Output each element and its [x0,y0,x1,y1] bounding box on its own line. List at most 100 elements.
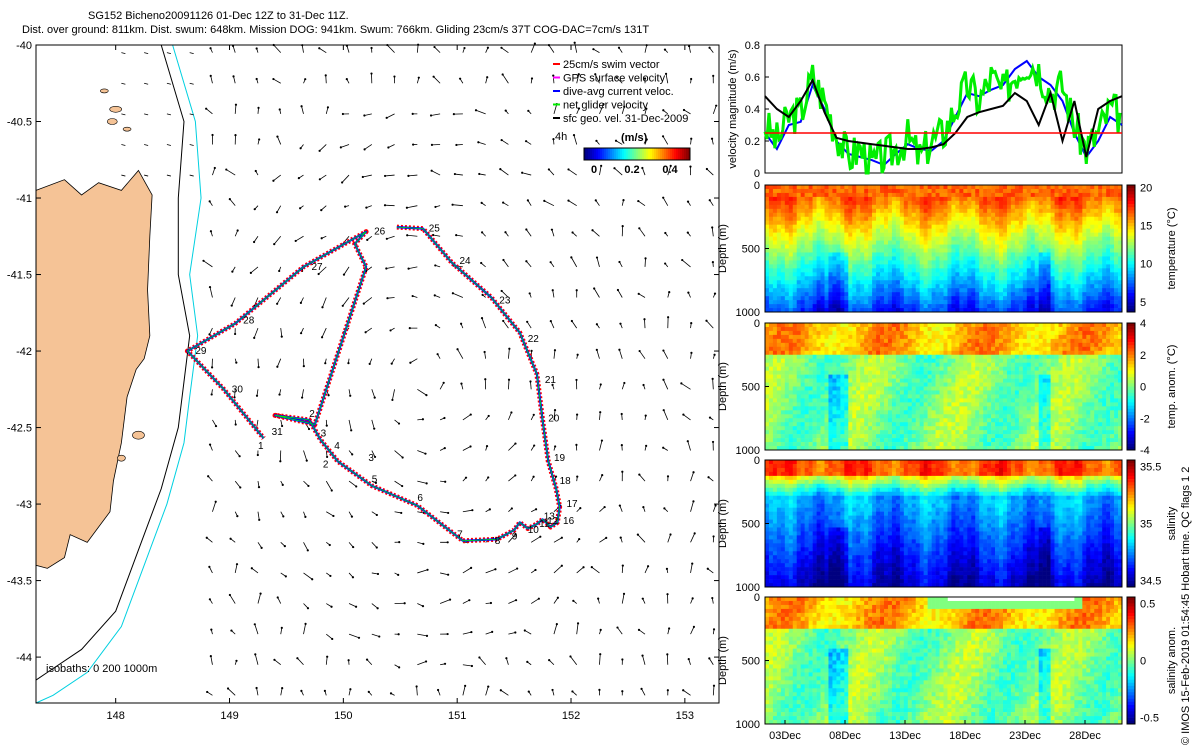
heatmap-cell [1078,252,1082,256]
heatmap-cell [793,221,797,225]
heatmap-cell [971,193,975,197]
heatmap-cell [1055,280,1059,284]
heatmap-cell [1027,292,1031,296]
heatmap-cell [928,193,932,197]
heatmap-cell [868,225,872,229]
heatmap-cell [840,387,844,391]
heatmap-cell [932,288,936,292]
heatmap-cell [1035,205,1039,209]
heatmap-cell [1003,272,1007,276]
heatmap-cell [880,245,884,249]
heatmap-cell [860,288,864,292]
heatmap-cell [840,426,844,430]
day-label: 16 [563,516,575,527]
heatmap-cell [844,367,848,371]
heatmap-cell [781,241,785,245]
heatmap-cell [951,245,955,249]
heatmap-cell [1027,288,1031,292]
heatmap-cell [769,323,773,327]
heatmap-cell [916,288,920,292]
heatmap-cell [773,351,777,355]
heatmap-cell [813,438,817,442]
heatmap-cell [828,394,832,398]
heatmap-cell [1098,292,1102,296]
heatmap-cell [959,217,963,221]
heatmap-cell [805,398,809,402]
heatmap-cell [864,201,868,205]
colorbar-cell [596,148,598,160]
heatmap-cell [765,213,769,217]
heatmap-cell [971,197,975,201]
heatmap-cell [781,335,785,339]
heatmap-cell [805,272,809,276]
heatmap-cell [963,225,967,229]
heatmap-cell [987,221,991,225]
heatmap-cell [777,406,781,410]
heatmap-cell [944,201,948,205]
heatmap-cell [860,390,864,394]
heatmap-cell [944,284,948,288]
heatmap-cell [828,327,832,331]
heatmap-cell [967,185,971,189]
heatmap-cell [773,229,777,233]
heatmap-cell [789,351,793,355]
velocity-arrow-head [209,598,211,600]
heatmap-cell [1086,193,1090,197]
heatmap-cell [1110,304,1114,308]
heatmap-cell [1078,249,1082,253]
velocity-arrow-head [486,445,488,447]
colorbar-cell [1127,198,1135,201]
heatmap-cell [805,300,809,304]
heatmap-cell [1039,209,1043,213]
heatmap-cell [860,438,864,442]
heatmap-cell [836,185,840,189]
heatmap-cell [825,233,829,237]
heatmap-cell [1098,217,1102,221]
heatmap-cell [809,264,813,268]
heatmap-cell [951,189,955,193]
heatmap-cell [856,355,860,359]
heatmap-cell [1063,292,1067,296]
heatmap-cell [940,288,944,292]
velocity-arrow-head [638,629,640,631]
heatmap-cell [1047,260,1051,264]
heatmap-cell [1035,292,1039,296]
heatmap-cell [765,197,769,201]
heatmap-cell [860,185,864,189]
heatmap-cell [1114,209,1118,213]
day-label: 10 [528,525,540,536]
velocity-arrow-head [304,623,306,625]
heatmap-cell [797,280,801,284]
heatmap-cell [1066,229,1070,233]
heatmap-cell [813,304,817,308]
heatmap-cell [765,418,769,422]
heatmap-cell [955,249,959,253]
heatmap-cell [1078,245,1082,249]
heatmap-cell [856,442,860,446]
heatmap-cell [904,300,908,304]
velocity-arrow-head [343,274,345,276]
velocity-arrow-head [526,321,528,323]
heatmap-cell [868,201,872,205]
velocity-arrow-head [378,635,380,637]
heatmap-cell [828,264,832,268]
heatmap-cell [805,375,809,379]
heatmap-cell [793,268,797,272]
heatmap-cell [932,272,936,276]
heatmap-cell [864,256,868,260]
heatmap-cell [880,193,884,197]
heatmap-cell [991,225,995,229]
heatmap-cell [1023,256,1027,260]
heatmap-cell [809,229,813,233]
heatmap-cell [793,355,797,359]
heatmap-cell [1019,288,1023,292]
heatmap-cell [856,343,860,347]
heatmap-cell [781,288,785,292]
heatmap-cell [828,288,832,292]
heatmap-cell [1011,241,1015,245]
heatmap-cell [1019,241,1023,245]
heatmap-cell [971,272,975,276]
heatmap-cell [864,323,868,327]
heatmap-cell [801,217,805,221]
heatmap-cell [1035,221,1039,225]
